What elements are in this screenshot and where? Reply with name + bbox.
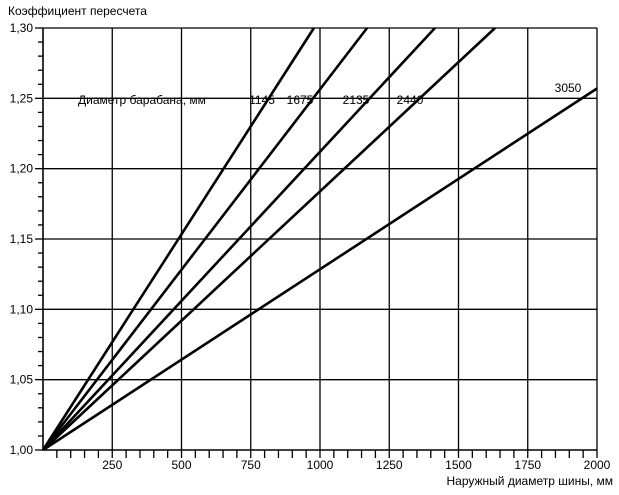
series-line-2135: [42, 27, 436, 451]
x-tick-label: 750: [241, 458, 261, 472]
y-tick-label: 1,05: [10, 373, 34, 387]
series-lines: [41, 27, 598, 452]
y-tick-label: 1,15: [10, 232, 34, 246]
series-line-1145: [41, 27, 315, 451]
series-label-1675: 1675: [287, 93, 314, 107]
x-tick-label: 500: [171, 458, 191, 472]
series-line-3050: [42, 87, 598, 452]
series-label-2135: 2135: [343, 93, 370, 107]
y-tick-label: 1,20: [10, 162, 34, 176]
y-tick-label: 1,30: [10, 21, 34, 35]
y-tick-label: 1,00: [10, 443, 34, 457]
series-label-1145: 1145: [249, 93, 275, 107]
y-tick-label: 1,25: [10, 91, 34, 105]
tick-labels: 250 500 750 1000 1250 1500 1750 2000 1,00 1,05 1,1…: [10, 21, 611, 472]
y-tick-label: 1,10: [10, 302, 34, 316]
x-tick-label: 1250: [376, 458, 403, 472]
series-line-1675: [41, 27, 369, 451]
x-tick-label: 1750: [514, 458, 541, 472]
x-tick-label: 2000: [584, 458, 611, 472]
y-axis-label: Коэффициент пересчета: [8, 4, 147, 18]
series-label-3050: 3050: [555, 81, 582, 95]
legend-title: Диаметр барабана, мм: [78, 93, 206, 107]
axis-ticks: [35, 27, 598, 458]
x-tick-label: 1500: [445, 458, 472, 472]
x-axis-label: Наружный диаметр шины, мм: [447, 474, 614, 488]
grid: [42, 27, 598, 451]
x-tick-label: 250: [102, 458, 122, 472]
series-line-2440: [42, 27, 496, 451]
series-label-2440: 2440: [397, 93, 424, 107]
x-tick-label: 1000: [307, 458, 334, 472]
